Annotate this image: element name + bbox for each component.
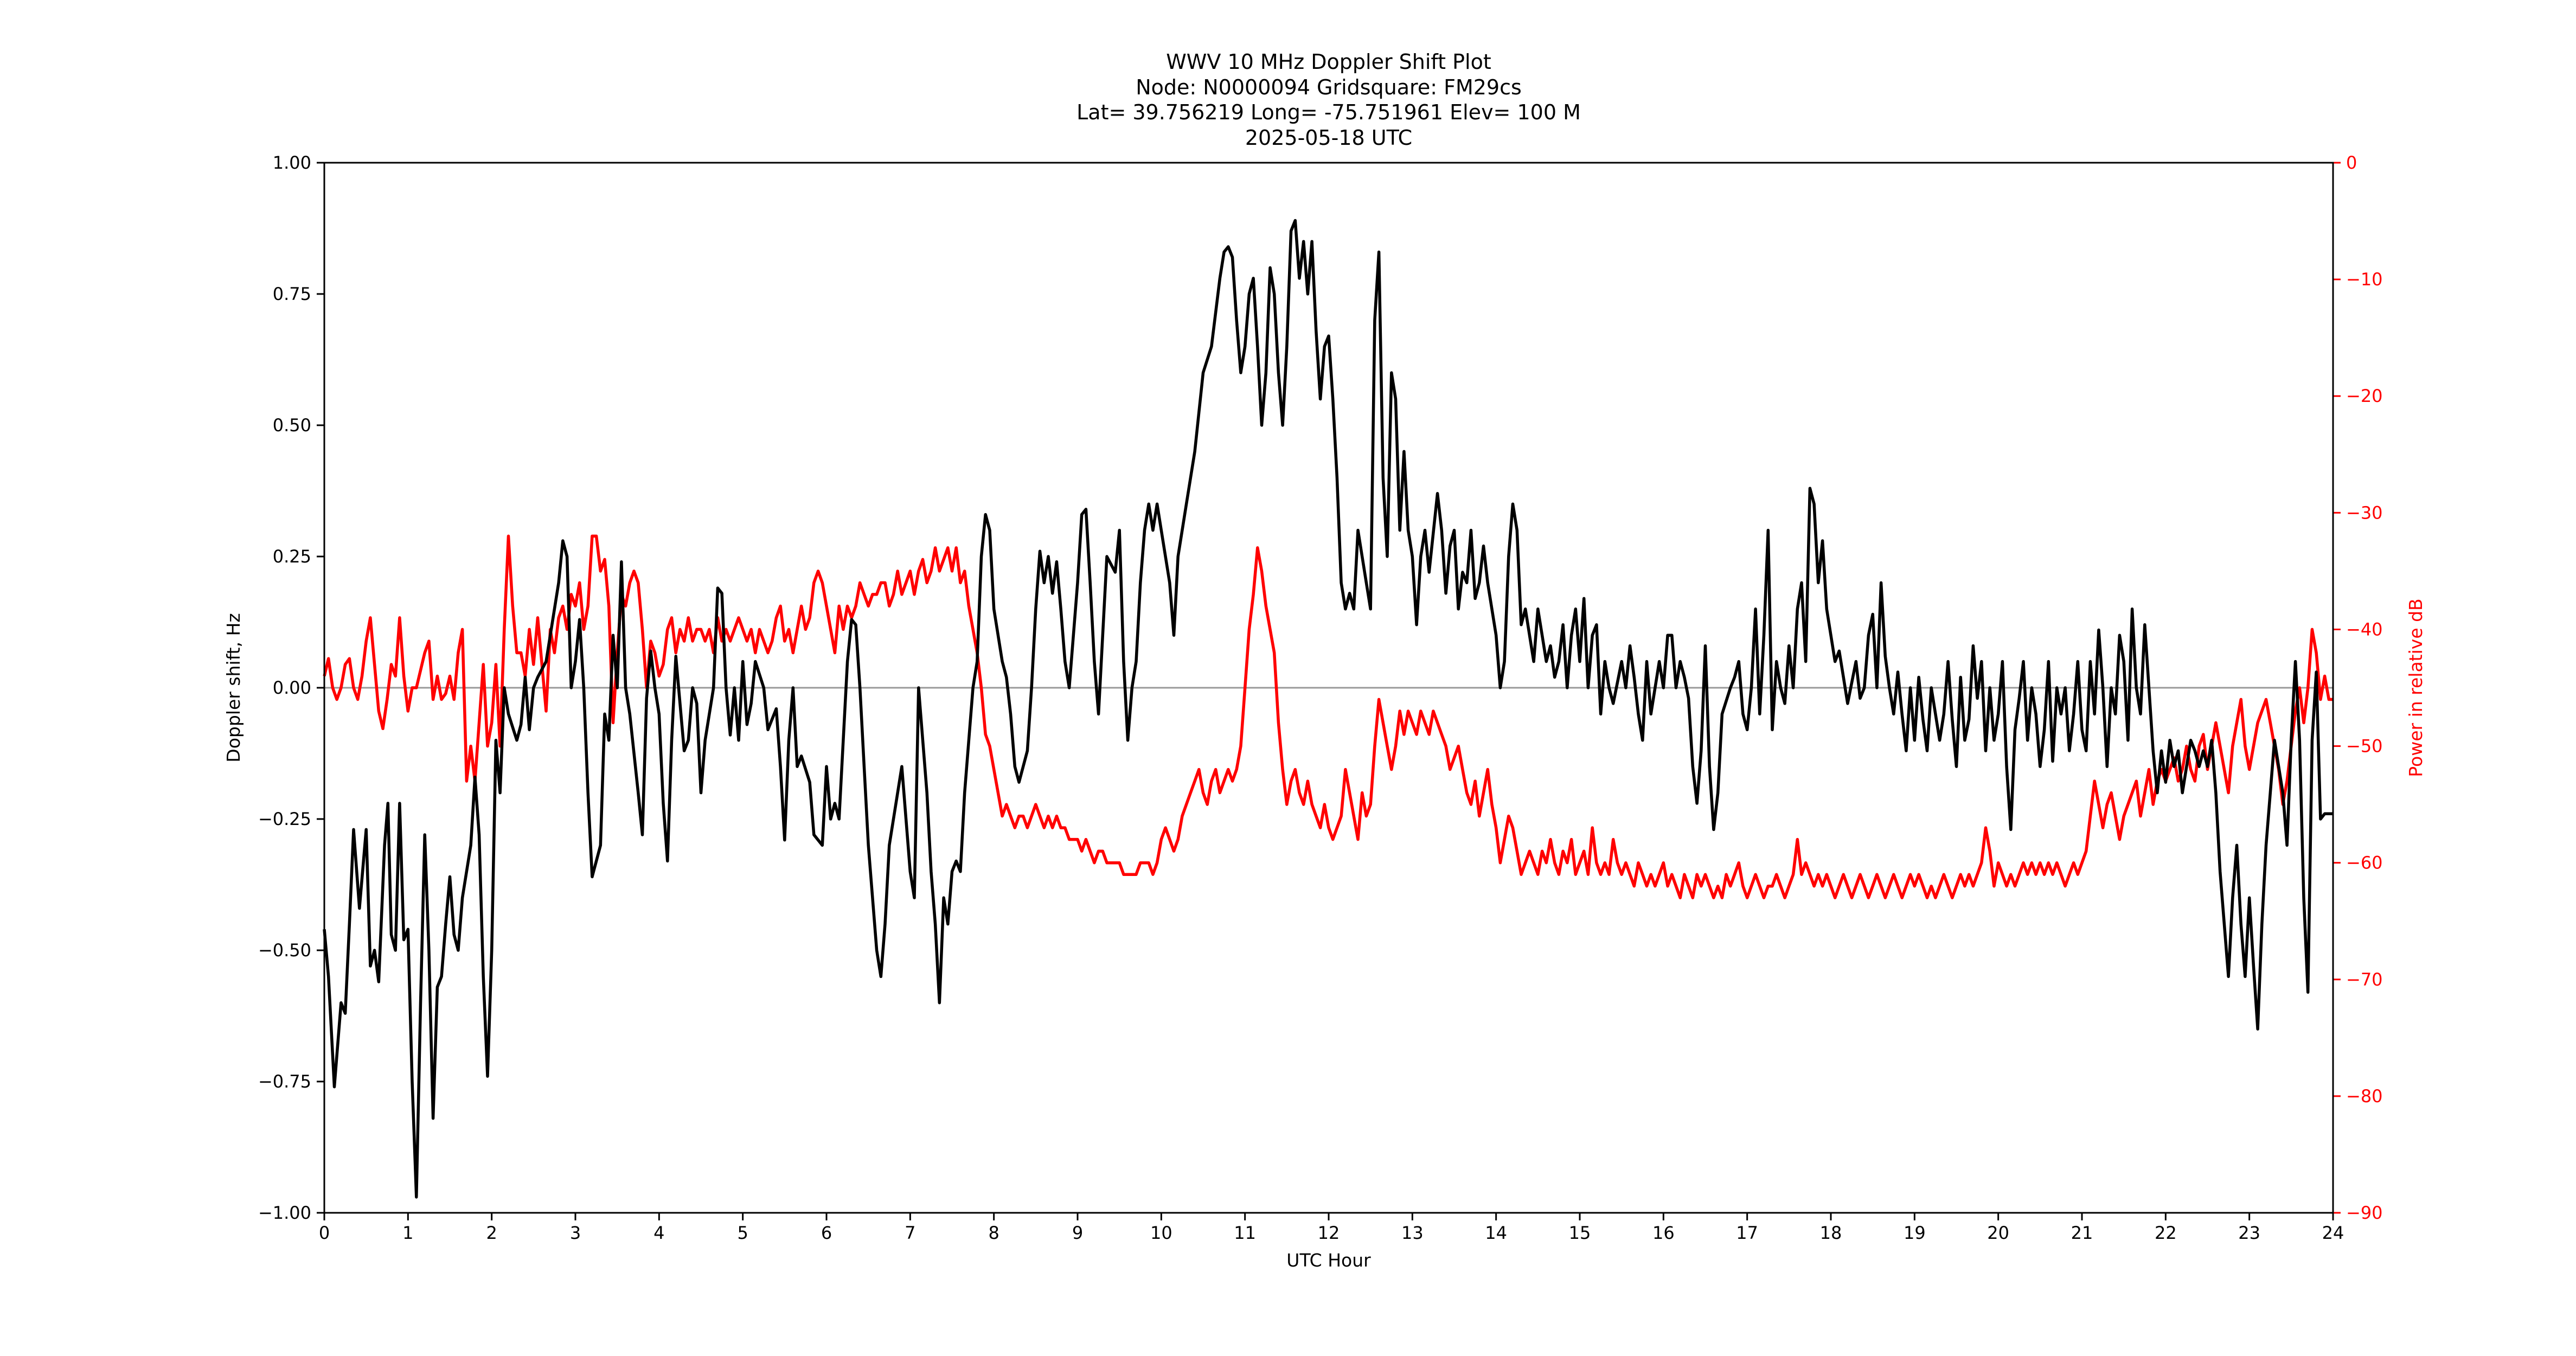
y-tick-label: 1.00 [273,152,311,173]
x-tick-label: 0 [319,1223,330,1243]
x-tick-label: 2 [486,1223,497,1243]
y-tick-label: −0.75 [258,1071,311,1092]
y2-tick-label: −10 [2346,269,2383,290]
y2-tick-label: −20 [2346,386,2383,406]
x-tick-label: 9 [1072,1223,1083,1243]
x-tick-label: 19 [1904,1223,1926,1243]
y-tick-label: −0.50 [258,940,311,961]
y2-tick-label: −50 [2346,736,2383,757]
y-tick-label: 0.00 [273,677,311,698]
chart-title-line-3: Lat= 39.756219 Long= -75.751961 Elev= 10… [1076,100,1581,124]
y2-tick-label: −80 [2346,1086,2383,1106]
x-tick-label: 16 [1652,1223,1675,1243]
x-tick-label: 3 [570,1223,581,1243]
x-tick-label: 18 [1820,1223,1842,1243]
x-tick-label: 24 [2322,1223,2344,1243]
x-tick-label: 21 [2071,1223,2093,1243]
y2-tick-label: −40 [2346,619,2383,639]
y-axis-label: Doppler shift, Hz [223,613,244,762]
x-tick-label: 11 [1234,1223,1256,1243]
plot-frame [323,162,2334,1214]
y2-tick-label: 0 [2346,152,2357,173]
chart-title-line-1: WWV 10 MHz Doppler Shift Plot [1166,50,1491,74]
y-tick-label: −0.25 [258,809,311,829]
y2-tick-label: −30 [2346,502,2383,523]
chart-title-line-4: 2025-05-18 UTC [1245,126,1412,150]
y2-tick-label: −60 [2346,853,2383,873]
y2-axis-label: Power in relative dB [2405,598,2426,777]
x-tick-label: 17 [1736,1223,1758,1243]
x-tick-label: 12 [1318,1223,1340,1243]
y-tick-label: 0.25 [273,546,311,567]
x-tick-label: 15 [1569,1223,1591,1243]
y-tick-label: −1.00 [258,1203,311,1223]
chart-title-line-2: Node: N0000094 Gridsquare: FM29cs [1136,75,1522,99]
y-tick-label: 0.50 [273,415,311,436]
axis-ticks: 0 1 2 3 4 5 6 7 8 9 10 11 12 13 14 15 16 17 18 19 20 21 22 23 24… [258,152,2383,1243]
x-axis-label: UTC Hour [1286,1250,1371,1271]
x-tick-label: 5 [737,1223,748,1243]
x-tick-label: 13 [1401,1223,1424,1243]
x-tick-label: 6 [821,1223,832,1243]
x-tick-label: 14 [1485,1223,1507,1243]
x-tick-label: 22 [2155,1223,2177,1243]
power-series-line [323,534,2333,899]
x-tick-label: 1 [402,1223,413,1243]
y-tick-label: 0.75 [273,284,311,304]
x-tick-label: 10 [1150,1223,1172,1243]
x-tick-label: 8 [988,1223,999,1243]
y2-tick-label: −70 [2346,969,2383,990]
plot-area [323,219,2333,1199]
x-tick-label: 4 [653,1223,664,1243]
x-tick-label: 23 [2238,1223,2260,1243]
x-tick-label: 7 [905,1223,915,1243]
y2-tick-label: −90 [2346,1203,2383,1223]
x-tick-label: 20 [1987,1223,2009,1243]
doppler-series-line [323,219,2333,1199]
